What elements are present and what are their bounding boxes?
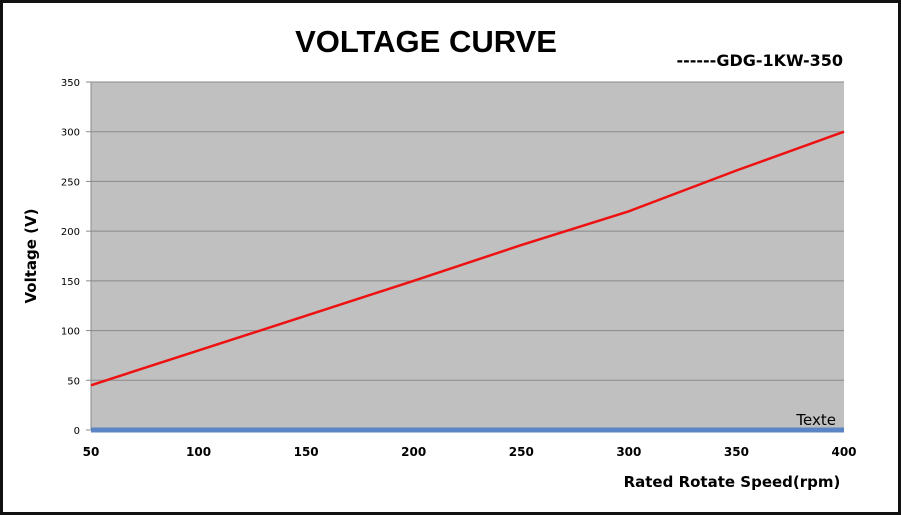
y-tick-label: 350 [61,78,80,89]
x-tick-label: 250 [509,445,534,459]
y-tick-label: 250 [61,177,80,188]
y-tick-label: 50 [67,376,80,387]
series-label-texte: Texte [795,411,836,429]
x-tick-label: 50 [83,445,100,459]
plot-area [91,82,844,430]
y-tick-label: 300 [61,128,80,139]
x-axis-label: Rated Rotate Speed(rpm) [624,473,841,491]
x-tick-label: 400 [831,445,856,459]
y-tick-label: 100 [61,327,80,338]
y-tick-label: 0 [74,426,80,437]
x-tick-label: 200 [401,445,426,459]
x-tick-label: 100 [186,445,211,459]
x-tick-label: 350 [724,445,749,459]
x-tick-label: 150 [294,445,319,459]
y-tick-label: 150 [61,277,80,288]
x-tick-label: 300 [616,445,641,459]
chart-title: VOLTAGE CURVE [295,24,557,59]
series-line-gdg-1kw-350 [90,130,845,387]
y-tick-label: 200 [61,227,80,238]
legend-label: ------GDG-1KW-350 [676,51,843,70]
y-axis-label: Voltage (V) [22,209,40,304]
